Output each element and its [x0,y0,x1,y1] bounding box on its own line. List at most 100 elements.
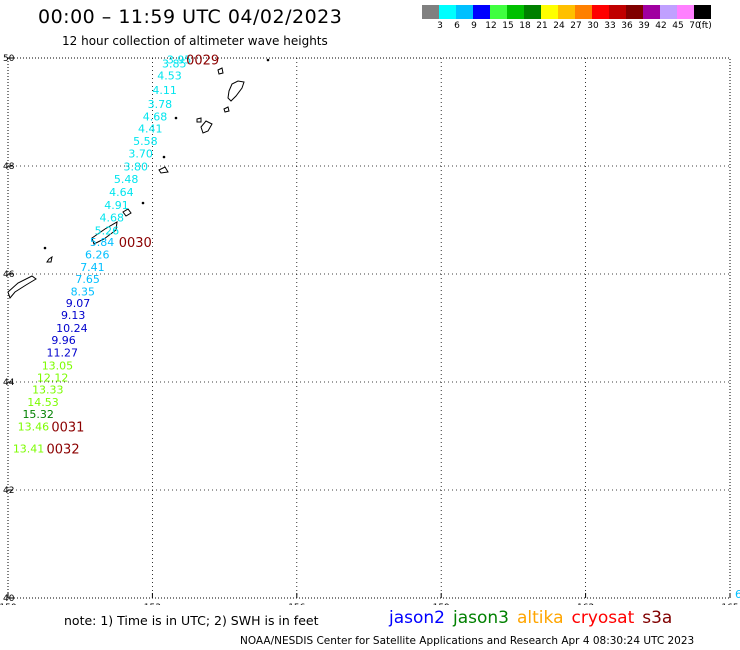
wave-height-value: 13.33 [32,384,64,397]
color-swatch [609,5,626,19]
color-scale-tick-label: 39 [638,21,650,31]
wave-height-value: 6.26 [85,249,110,262]
color-swatch [626,5,643,19]
color-scale-tick-label: 21 [536,21,548,31]
track-time-label: 0030 [119,236,152,251]
color-scale-tick-label: 27 [570,21,582,31]
color-scale-tick-label: 3 [437,21,443,31]
wave-height-value: 7.41 [80,261,105,274]
color-swatch [473,5,490,19]
x-tick-label: 150 [0,603,17,605]
island-shape [91,221,118,245]
wave-height-value: 9.96 [51,334,76,347]
island-shape [217,67,224,75]
island-shape [122,208,132,217]
x-tick-label: 159 [433,603,450,605]
color-scale-tick-label: 18 [519,21,531,31]
wave-height-value: 3.70 [128,148,153,161]
island-shape [200,120,213,134]
color-swatch [524,5,541,19]
color-scale-unit: (ft) [698,21,712,31]
wave-height-value: 4.41 [138,123,163,136]
y-tick-label: 40 [3,594,15,604]
color-swatch [541,5,558,19]
wave-height-map: 150153156159162165504846444240 3.953.854… [0,54,740,605]
wave-height-value: 12.12 [37,372,69,385]
wave-height-value: 8.35 [71,285,96,298]
x-tick-label: 153 [144,603,161,605]
footer-credit: NOAA/NESDIS Center for Satellite Applica… [240,635,695,647]
y-tick-label: 42 [3,486,14,496]
wave-height-value: 3.85 [162,57,187,70]
page-title: 00:00 – 11:59 UTC 04/02/2023 [38,6,343,28]
islet-dot [43,246,47,250]
track-time-labels: 0029 0030 0031 0032 [47,54,220,458]
island-shape [223,106,230,113]
wave-height-value: 13.05 [42,359,73,372]
color-swatch [592,5,609,19]
satellite-track-values: 3.953.854.534.113.784.684.415.583.703.80… [13,54,192,456]
y-tick-label: 46 [3,270,15,280]
color-swatch [694,5,711,19]
wave-height-value: 5.58 [133,135,158,148]
y-tick-label: 44 [3,378,15,388]
island-shape [227,80,245,102]
wave-height-value: 5.48 [114,173,139,186]
wave-height-value: 7.65 [75,273,100,286]
color-swatch [643,5,660,19]
color-swatch [575,5,592,19]
wave-height-value: 4.91 [104,199,128,212]
island-shape [7,275,37,300]
island-shape [158,166,169,174]
wave-height-value: 13.46 [18,420,50,433]
islet-dot [266,58,270,62]
track-time-label: 0031 [51,420,84,435]
wave-height-value: 3.80 [124,161,148,174]
color-swatch [422,5,439,19]
legend-cryosat: cryosat [571,608,635,628]
wave-height-value: 4.64 [109,186,134,199]
color-swatch [439,5,456,19]
color-scale-tick-label: 30 [587,21,599,31]
legend-jason2: jason2 [389,608,445,628]
color-scale-tick-label: 12 [485,21,497,31]
footer-note: note: 1) Time is in UTC; 2) SWH is in fe… [64,613,319,628]
color-scale-tick-label: 24 [553,21,565,31]
color-swatch [490,5,507,19]
wave-height-value: 4.68 [143,110,168,123]
x-tick-label: 156 [288,603,305,605]
legend-jason3: jason3 [453,608,509,628]
wave-height-value: 4.68 [99,211,124,224]
color-scale-tick-label: 9 [471,21,477,31]
color-scale-legend: 3 6 9 12 15 18 21 24 27 30 33 36 39 42 45 70 (ft) [422,5,728,33]
wave-height-value: 11.27 [47,346,79,359]
wave-height-value: 5.84 [90,236,115,249]
track-time-label: 0029 [186,54,219,69]
wave-height-value: 15.32 [22,408,54,421]
wave-height-value: 3.95 [167,54,192,67]
satellite-legend: jason2 jason3 altika cryosat s3a [389,608,680,628]
islet-dot [162,155,166,159]
wave-height-value: 4.53 [157,69,182,82]
x-tick-label: 162 [577,603,594,605]
island-shape [46,255,53,263]
color-scale-tick-label: 6 [454,21,460,31]
map-frame: 150 153 156 159 162 165 50 48 46 44 42 40 [0,54,739,605]
map-border [7,57,731,599]
color-swatch [456,5,473,19]
edge-track-mark: 6 [735,588,740,601]
wave-height-value: 5.26 [95,224,120,237]
wave-height-value: 9.13 [61,309,86,322]
map-grid [8,58,730,598]
color-scale-labels: 3 6 9 12 15 18 21 24 27 30 33 36 39 42 45 70 (ft) [422,19,728,33]
color-scale-tick-label: 15 [502,21,514,31]
islet-dot [174,116,178,120]
legend-s3a: s3a [642,608,673,628]
y-tick-label: 48 [3,162,15,172]
color-scale-tick-label: 70 [689,21,701,31]
track-time-label: 0032 [47,442,80,457]
wave-height-value: 10.24 [56,322,87,335]
color-swatch [558,5,575,19]
wave-height-value: 9.07 [66,297,91,310]
color-scale-tick-label: 36 [621,21,633,31]
